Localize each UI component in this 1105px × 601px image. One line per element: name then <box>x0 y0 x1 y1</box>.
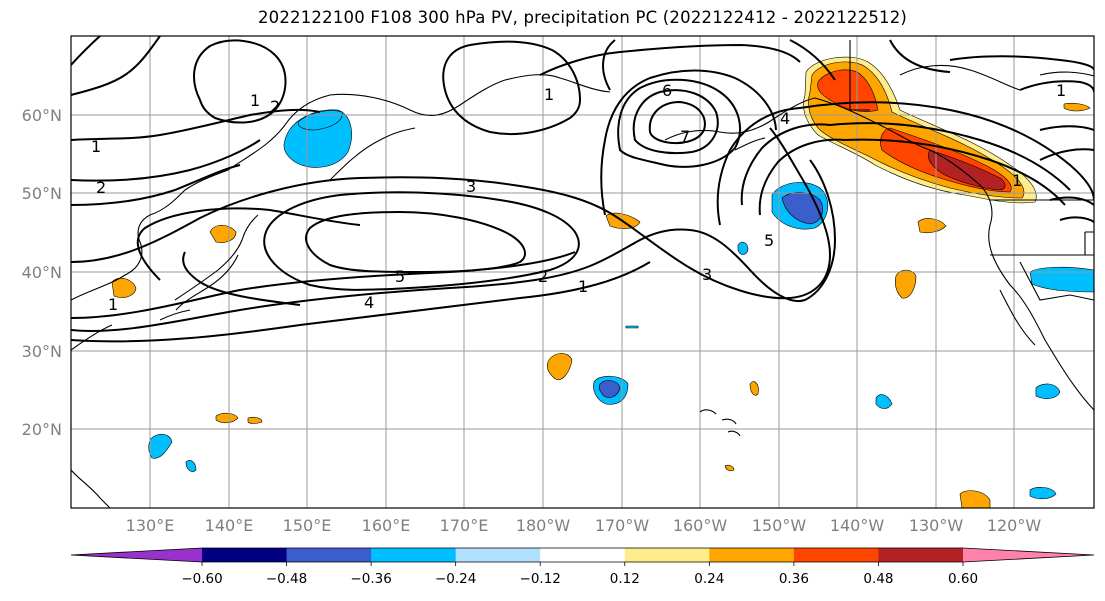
contour-label: 5 <box>764 231 774 250</box>
contour-labels: 1 2 2 3 4 5 7 1 2 3 5 1 1 6 4 1 1 1 <box>91 81 1066 314</box>
precip-negative-region <box>598 380 621 398</box>
colorbar-tick-label: 0.60 <box>948 571 978 587</box>
contour-label: 3 <box>702 265 712 284</box>
contour-label: 6 <box>662 81 672 100</box>
lon-label: 180°W <box>516 516 571 535</box>
lon-label: 170°W <box>595 516 650 535</box>
contour-label: 1 <box>544 85 554 104</box>
colorbar-segment <box>540 548 626 562</box>
precip-positive-region <box>1063 102 1091 112</box>
colorbar-segment <box>624 548 710 562</box>
colorbar-segment <box>71 548 202 562</box>
lat-label: 40°N <box>22 263 62 282</box>
precip-negative-region <box>1029 266 1094 293</box>
colorbar-segment <box>371 548 457 562</box>
precip-negative-region <box>1029 487 1057 500</box>
precip-negative-region <box>781 191 823 225</box>
precip-negative-region <box>148 433 173 459</box>
precip-negative-region <box>185 460 197 472</box>
lat-label: 60°N <box>22 106 62 125</box>
lon-label: 140°W <box>830 516 885 535</box>
colorbar-tick-label: −0.60 <box>181 571 222 587</box>
colorbar-segment <box>286 548 372 562</box>
lat-label: 20°N <box>22 420 62 439</box>
contour-label: 1 <box>108 295 118 314</box>
colorbar-segment <box>202 548 288 562</box>
lon-label: 130°E <box>126 516 175 535</box>
precip-positive-region <box>817 69 879 112</box>
contour-label: 7 <box>680 127 690 146</box>
lon-label: 150°E <box>283 516 332 535</box>
lon-label: 160°E <box>362 516 411 535</box>
precip-positive-region <box>724 464 735 472</box>
precip-positive-region <box>917 218 947 234</box>
precip-positive-region <box>546 353 573 380</box>
lat-label: 50°N <box>22 184 62 203</box>
colorbar-tick-label: 0.12 <box>610 571 640 587</box>
lon-label: 170°E <box>440 516 489 535</box>
contour-label: 1 <box>250 91 260 110</box>
colorbar-segment <box>793 548 879 562</box>
precip-negative-region <box>625 325 639 329</box>
colorbar-segment <box>709 548 795 562</box>
coastlines <box>71 40 1094 508</box>
lon-label: 140°E <box>205 516 254 535</box>
colorbar-segment <box>963 548 1094 562</box>
precipitation-shading <box>111 56 1094 508</box>
precip-positive-region <box>894 269 917 299</box>
lon-label: 150°W <box>752 516 807 535</box>
contour-label: 1 <box>578 277 588 296</box>
precip-positive-region <box>749 381 759 396</box>
precip-positive-region <box>215 412 239 424</box>
colorbar-tick-label: −0.12 <box>520 571 561 587</box>
lon-label: 120°W <box>987 516 1042 535</box>
precip-negative-region <box>1035 383 1061 399</box>
precip-negative-region <box>737 241 749 255</box>
lon-label: 160°W <box>673 516 728 535</box>
map-frame <box>70 35 1095 509</box>
colorbar-segment <box>455 548 541 562</box>
colorbar-tick-label: 0.36 <box>779 571 809 587</box>
colorbar-tick-label: 0.24 <box>694 571 724 587</box>
colorbar-tick-label: 0.48 <box>863 571 893 587</box>
colorbar-tick-label: −0.24 <box>435 571 476 587</box>
lat-label: 30°N <box>22 342 62 361</box>
precip-negative-region <box>875 394 893 409</box>
contour-label: 4 <box>780 109 790 128</box>
precip-positive-region <box>247 416 263 424</box>
contour-label: 1 <box>1012 171 1022 190</box>
longitude-labels: 130°E 140°E 150°E 160°E 170°E 180°W 170°… <box>126 516 1042 535</box>
pv-contours <box>71 36 1094 343</box>
latitude-labels: 60°N 50°N 40°N 30°N 20°N <box>22 106 62 439</box>
colorbar-ticks: −0.60 −0.48 −0.36 −0.24 −0.12 0.12 0.24 0.36 0.4… <box>181 562 978 587</box>
colorbar-segments <box>70 547 1095 563</box>
colorbar-segment <box>878 548 964 562</box>
colorbar-tick-label: −0.36 <box>350 571 391 587</box>
contour-label: 2 <box>270 97 280 116</box>
contour-label: 3 <box>466 177 476 196</box>
contour-label: 2 <box>96 178 106 197</box>
lon-label: 130°W <box>909 516 964 535</box>
contour-label: 2 <box>538 267 548 286</box>
contour-label: 4 <box>364 293 374 312</box>
precip-positive-region <box>959 490 991 508</box>
contour-label: 1 <box>1056 81 1066 100</box>
colorbar-tick-label: −0.48 <box>266 571 307 587</box>
contour-label: 1 <box>91 137 101 156</box>
contour-label: 5 <box>395 267 405 286</box>
plot-title: 2022122100 F108 300 hPa PV, precipitatio… <box>257 8 908 27</box>
